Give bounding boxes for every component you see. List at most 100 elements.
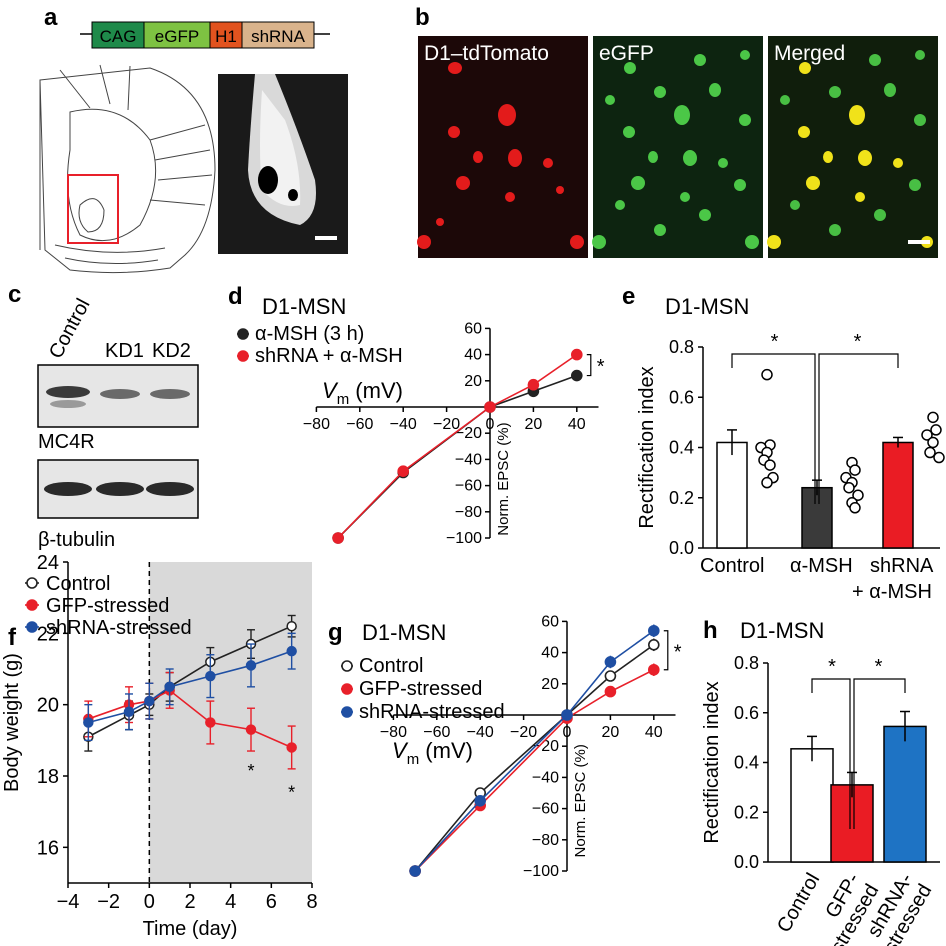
bar (882, 441, 914, 549)
shrna-box (241, 21, 315, 49)
x-tick-label: 0 (144, 891, 155, 913)
x-tick-label: 40 (645, 724, 663, 741)
y-tick-label: 20 (541, 676, 559, 693)
significance-star: * (828, 656, 836, 678)
x-tick-label: 0 (486, 416, 495, 433)
y-tick-label: −100 (446, 530, 482, 547)
y-tick-label: 0.0 (669, 538, 694, 558)
y-tick-label: −40 (532, 769, 559, 786)
y-axis-label: Rectification index (701, 681, 723, 843)
data-point (144, 695, 155, 707)
h1-box (209, 21, 243, 49)
individual-data-point (927, 411, 939, 424)
panel-b-letter: b (415, 4, 430, 31)
data-point (570, 348, 583, 361)
significance-bracket (731, 353, 816, 504)
individual-data-point (764, 459, 776, 471)
y-tick-label: 60 (464, 320, 482, 337)
data-point (561, 709, 573, 721)
x-tick-label: −20 (433, 416, 460, 433)
data-point (647, 663, 660, 676)
x-tick-label: 20 (602, 724, 620, 741)
individual-data-point (921, 429, 933, 441)
shrna-label: shRNA (251, 27, 306, 46)
x-tick-label: 0 (563, 724, 572, 741)
panel-c: c Control KD1 KD2 MC4R β-tubulin (8, 281, 199, 551)
blot-tubulin (37, 459, 199, 519)
chart-title: D1-MSN (740, 618, 824, 643)
data-point (647, 638, 660, 651)
significance-star: * (597, 356, 605, 378)
image-label-tdtomato: D1–tdTomato (424, 42, 549, 65)
x-tick-label: −60 (423, 724, 450, 741)
image-tdtomato: D1–tdTomato (417, 36, 588, 258)
image-label-egfp: eGFP (599, 42, 654, 65)
y-tick-label: −60 (455, 478, 482, 495)
egfp-box (143, 21, 211, 49)
y-tick-label: 40 (464, 347, 482, 364)
bar (716, 441, 748, 549)
y-tick-label: 0.4 (669, 438, 694, 458)
legend-label: shRNA-stressed (359, 701, 505, 723)
individual-data-point (924, 446, 936, 459)
significance-star: * (771, 331, 779, 353)
data-point (286, 742, 297, 753)
y-tick-label: 0.2 (734, 802, 759, 822)
x-axis-label: Vm (mV) (322, 378, 403, 408)
y-tick-label: 0.8 (734, 653, 759, 673)
x-tick-label: −40 (467, 724, 494, 741)
legend-marker (237, 350, 249, 362)
lane-label-control: Control (45, 295, 95, 362)
x-tick-label: −20 (510, 724, 537, 741)
blot-mc4r (37, 364, 199, 428)
y-tick-label: 0.8 (669, 337, 694, 357)
data-point (164, 681, 175, 693)
x-tick-label: 8 (306, 891, 317, 913)
blot-label-mc4r: MC4R (38, 431, 95, 453)
data-point (604, 670, 617, 682)
x-tick-label: −60 (346, 416, 373, 433)
x-tick-label: −2 (97, 891, 120, 913)
chart-title: D1-MSN (665, 294, 749, 319)
significance-star: * (875, 656, 883, 678)
legend-label: GFP-stressed (46, 595, 169, 617)
data-point (123, 706, 135, 718)
lane-label-kd2: KD2 (152, 340, 191, 362)
y-tick-label: 0.2 (669, 488, 694, 508)
y-tick-label: 24 (37, 552, 59, 574)
data-point (332, 532, 344, 544)
y-tick-label: −60 (532, 801, 559, 818)
individual-data-point (933, 451, 945, 464)
chart-h-rectification-bars: h D1-MSN 0.0 0.2 0.4 0.6 0.8 Rectification inde… (701, 617, 940, 946)
x-tick-label: −4 (57, 891, 80, 913)
legend-marker (341, 660, 353, 672)
y-tick-label: 16 (37, 837, 59, 859)
x-tick-label: 2 (184, 891, 195, 913)
category-label: shRNA (870, 555, 934, 577)
individual-data-point (761, 476, 773, 489)
y-axis-label: Norm. EPSC (%) (495, 422, 512, 535)
individual-data-point (930, 424, 942, 436)
bar (790, 748, 834, 863)
x-tick-label: −80 (303, 416, 330, 433)
individual-data-point (852, 489, 864, 501)
construct-diagram: CAG eGFP H1 shRNA (91, 21, 315, 49)
data-point (245, 660, 257, 671)
data-point (647, 624, 660, 637)
injection-site-micrograph (218, 74, 348, 254)
legend-label: α-MSH (3 h) (255, 323, 364, 345)
x-tick-label: 20 (525, 416, 543, 433)
legend-marker (26, 599, 38, 611)
chart-title: D1-MSN (262, 294, 346, 319)
significance-star: * (854, 331, 862, 353)
legend-label: shRNA + α-MSH (255, 345, 403, 367)
h1-label: H1 (215, 27, 237, 46)
bar (830, 784, 874, 863)
y-tick-label: −20 (455, 425, 482, 442)
brain-atlas-drawing (39, 64, 216, 274)
blot-label-tubulin: β-tubulin (38, 529, 115, 551)
data-point (604, 685, 617, 698)
data-point (83, 717, 94, 728)
